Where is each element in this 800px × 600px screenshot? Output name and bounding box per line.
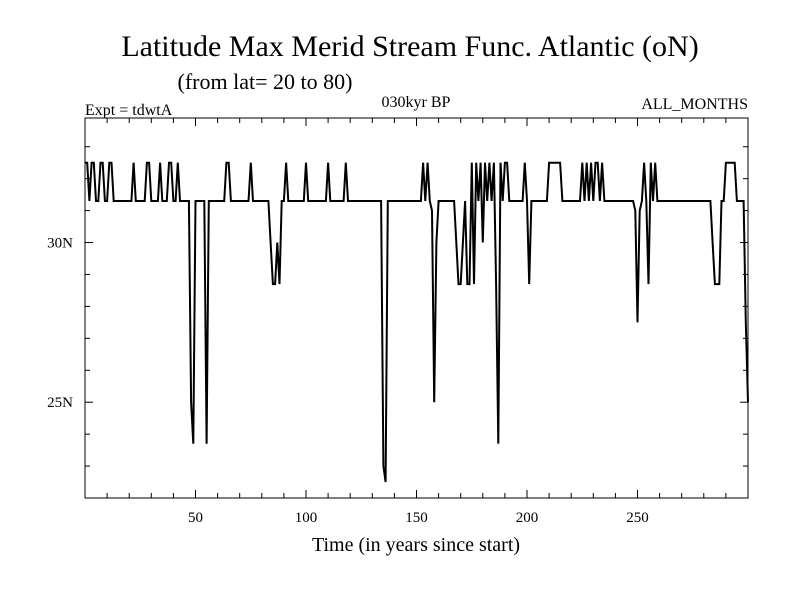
experiment-label: Expt = tdwtA <box>85 102 173 119</box>
x-tick-label: 250 <box>626 510 649 526</box>
y-tick-label: 30N <box>47 236 73 252</box>
x-tick-label: 50 <box>188 510 203 526</box>
chart-subtitle: (from lat= 20 to 80) <box>178 69 353 94</box>
axis-tick-labels: 50 100 150 200 250 30N 25N <box>47 236 649 526</box>
x-axis-label: Time (in years since start) <box>312 534 520 556</box>
period-label: 030kyr BP <box>382 94 451 111</box>
series-line <box>85 161 749 483</box>
y-tick-label: 25N <box>47 395 73 411</box>
x-tick-label: 200 <box>516 510 539 526</box>
x-tick-label: 150 <box>405 510 428 526</box>
x-tick-label: 100 <box>295 510 318 526</box>
months-label: ALL_MONTHS <box>641 96 748 113</box>
axis-ticks <box>85 118 748 499</box>
chart-title: Latitude Max Merid Stream Func. Atlantic… <box>121 30 698 63</box>
plot-frame <box>84 117 749 499</box>
